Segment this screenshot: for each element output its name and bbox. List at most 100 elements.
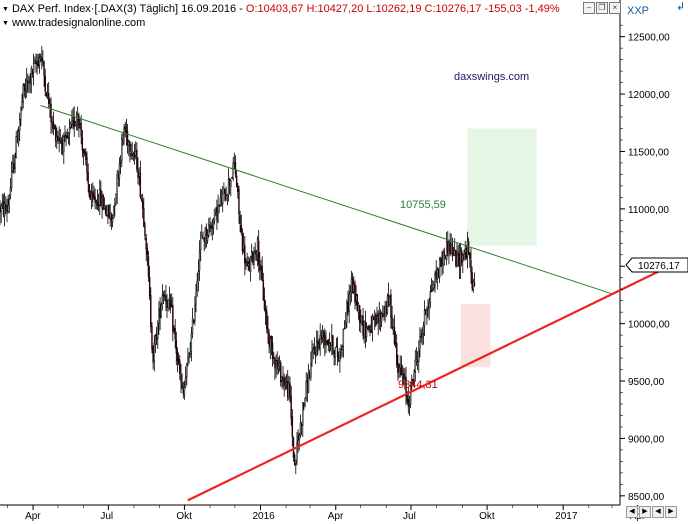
x-tick-label: Jul bbox=[403, 511, 416, 521]
candle-body bbox=[307, 381, 308, 392]
candle-body bbox=[219, 205, 220, 206]
candle-body bbox=[113, 207, 114, 219]
candle-body bbox=[175, 328, 176, 339]
candle-body bbox=[201, 236, 202, 238]
x-tick-label: Okt bbox=[479, 511, 495, 521]
candle-body bbox=[279, 364, 280, 367]
candle-body bbox=[306, 381, 307, 398]
candle-body bbox=[357, 294, 358, 310]
candle-body bbox=[196, 293, 197, 305]
candle-body bbox=[101, 190, 102, 206]
candle-body bbox=[437, 270, 438, 280]
candle-body bbox=[421, 336, 422, 338]
candle-body bbox=[172, 305, 173, 331]
candle-body bbox=[466, 248, 467, 258]
candle-body bbox=[375, 315, 376, 325]
x-tick-label: 2017 bbox=[555, 511, 578, 521]
candle-body bbox=[263, 281, 264, 300]
candle-body bbox=[36, 62, 37, 64]
candle-body bbox=[191, 334, 192, 352]
candle-body bbox=[256, 254, 257, 255]
candle-body bbox=[5, 205, 6, 209]
candle-body bbox=[131, 153, 132, 156]
candle-body bbox=[4, 204, 5, 216]
scroll-right-icon[interactable]: ▶ bbox=[639, 506, 651, 518]
candle-body bbox=[315, 352, 316, 355]
candle-body bbox=[120, 162, 121, 163]
candle-body bbox=[454, 250, 455, 255]
candle-body bbox=[96, 200, 97, 201]
candle-body bbox=[98, 205, 99, 206]
candle-body bbox=[20, 107, 21, 119]
candle-body bbox=[233, 163, 234, 179]
candle-body bbox=[258, 241, 259, 264]
candle-body bbox=[29, 77, 30, 82]
candle-body bbox=[397, 364, 398, 373]
candle-body bbox=[156, 334, 157, 340]
candle-body bbox=[237, 186, 238, 192]
candle-body bbox=[211, 225, 212, 228]
candle-body bbox=[321, 336, 322, 339]
candle-body bbox=[438, 270, 439, 277]
candle-body bbox=[386, 306, 387, 313]
candle-body bbox=[423, 326, 424, 334]
candle-body bbox=[426, 310, 427, 316]
candle-body bbox=[150, 295, 151, 326]
candle-body bbox=[277, 360, 278, 366]
restore-icon[interactable]: ❐ bbox=[596, 2, 608, 14]
collapse-triangle-icon[interactable]: ▼ bbox=[2, 3, 9, 17]
candle-body bbox=[217, 207, 218, 220]
candle-body bbox=[206, 228, 207, 238]
candle-body bbox=[350, 292, 351, 296]
candle-body bbox=[75, 123, 76, 126]
resistance-value-label: 10755,59 bbox=[400, 199, 446, 211]
candle-body bbox=[190, 354, 191, 356]
candle-body bbox=[457, 251, 458, 266]
candle-body bbox=[49, 103, 50, 106]
candle-body bbox=[204, 239, 205, 242]
candle-body bbox=[17, 138, 18, 143]
candle-body bbox=[436, 272, 437, 279]
zoom-out-icon[interactable]: ◀ bbox=[652, 506, 664, 518]
candle-body bbox=[429, 303, 430, 309]
candle-body bbox=[207, 235, 208, 240]
candle-body bbox=[312, 351, 313, 361]
candle-body bbox=[139, 173, 140, 176]
candle-body bbox=[452, 245, 453, 257]
candle-body bbox=[109, 205, 110, 217]
corner-arrow-icon[interactable]: ↲ bbox=[676, 0, 685, 13]
candle-body bbox=[278, 366, 279, 369]
candle-body bbox=[356, 296, 357, 301]
candle-body bbox=[76, 117, 77, 124]
candle-body bbox=[293, 438, 294, 457]
minimize-icon[interactable]: – bbox=[583, 2, 595, 14]
candle-body bbox=[241, 225, 242, 232]
candle-body bbox=[62, 140, 63, 151]
candle-body bbox=[344, 328, 345, 329]
candle-body bbox=[388, 295, 389, 303]
candle-body bbox=[394, 327, 395, 343]
candle-body bbox=[210, 225, 211, 227]
candle-body bbox=[235, 162, 236, 174]
collapse-triangle-icon-2[interactable]: ▼ bbox=[2, 17, 9, 31]
candle-body bbox=[183, 389, 184, 393]
support-value-label: 9344,31 bbox=[398, 379, 438, 391]
candle-body bbox=[147, 248, 148, 254]
candle-body bbox=[377, 316, 378, 323]
candle-body bbox=[116, 194, 117, 203]
candle-body bbox=[159, 310, 160, 324]
candle-body bbox=[152, 326, 153, 349]
candle-body bbox=[112, 218, 113, 222]
scroll-left-icon[interactable]: ◀ bbox=[626, 506, 638, 518]
candle-body bbox=[409, 404, 410, 406]
candle-body bbox=[374, 317, 375, 319]
candle-body bbox=[444, 252, 445, 257]
candle-body bbox=[400, 364, 401, 368]
candle-body bbox=[300, 423, 301, 435]
candle-body bbox=[322, 330, 323, 337]
close-icon[interactable]: × bbox=[609, 2, 621, 14]
zoom-in-icon[interactable]: ▶ bbox=[665, 506, 677, 518]
candle-body bbox=[55, 126, 56, 141]
candle-body bbox=[30, 79, 31, 83]
candle-body bbox=[294, 455, 295, 465]
